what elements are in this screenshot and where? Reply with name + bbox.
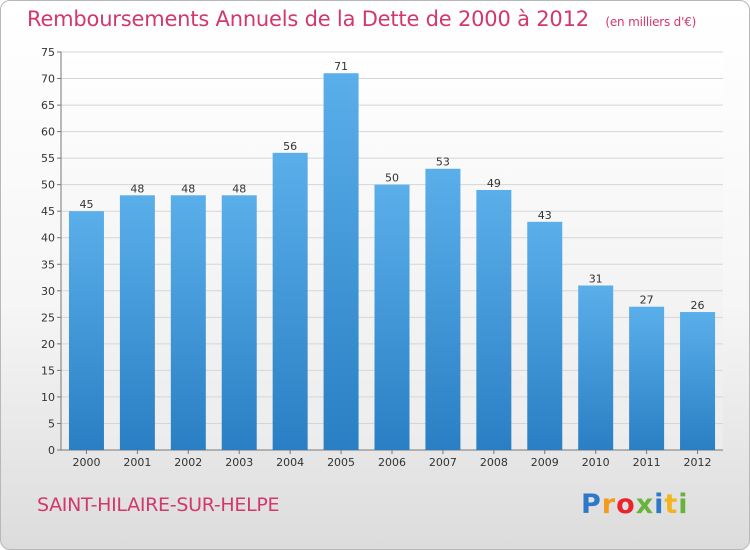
chart-title: Remboursements Annuels de la Dette de 20… bbox=[27, 7, 696, 31]
y-tick-label: 20 bbox=[41, 338, 55, 351]
proxiti-logo: Proxiti bbox=[581, 489, 689, 520]
bar-value-label: 56 bbox=[283, 140, 297, 153]
x-tick-label: 2004 bbox=[276, 456, 304, 469]
bar-value-label: 48 bbox=[181, 182, 195, 195]
y-tick-label: 15 bbox=[41, 364, 55, 377]
bar bbox=[323, 73, 359, 450]
bar-value-label: 27 bbox=[640, 294, 654, 307]
commune-name: SAINT-HILAIRE-SUR-HELPE bbox=[37, 494, 280, 516]
bar-value-label: 43 bbox=[538, 209, 552, 222]
y-tick-label: 75 bbox=[41, 46, 55, 59]
chart-subtitle: (en milliers d'€) bbox=[605, 15, 697, 29]
bar bbox=[680, 312, 716, 450]
x-tick-label: 2008 bbox=[480, 456, 508, 469]
bar bbox=[170, 195, 206, 450]
bar-value-label: 71 bbox=[334, 60, 348, 73]
y-tick-label: 40 bbox=[41, 232, 55, 245]
chart-title-text: Remboursements Annuels de la Dette de 20… bbox=[27, 7, 589, 31]
x-tick-label: 2010 bbox=[582, 456, 610, 469]
x-tick-label: 2001 bbox=[123, 456, 151, 469]
y-tick-label: 5 bbox=[48, 417, 55, 430]
bar bbox=[272, 152, 308, 450]
y-tick-label: 45 bbox=[41, 205, 55, 218]
bar-value-label: 50 bbox=[385, 172, 399, 185]
y-tick-label: 25 bbox=[41, 311, 55, 324]
x-tick-label: 2005 bbox=[327, 456, 355, 469]
bar-value-label: 49 bbox=[487, 177, 501, 190]
bar bbox=[629, 306, 665, 450]
x-tick-label: 2002 bbox=[174, 456, 202, 469]
x-tick-label: 2012 bbox=[684, 456, 712, 469]
bar bbox=[221, 195, 257, 450]
bar bbox=[527, 221, 563, 450]
bar bbox=[476, 189, 512, 450]
bar bbox=[119, 195, 155, 450]
y-tick-label: 35 bbox=[41, 258, 55, 271]
bar-value-label: 26 bbox=[691, 299, 705, 312]
bar bbox=[374, 184, 410, 450]
x-tick-label: 2000 bbox=[72, 456, 100, 469]
x-tick-label: 2007 bbox=[429, 456, 457, 469]
y-tick-label: 55 bbox=[41, 152, 55, 165]
x-tick-label: 2009 bbox=[531, 456, 559, 469]
x-tick-label: 2003 bbox=[225, 456, 253, 469]
bar bbox=[425, 168, 461, 450]
bar-value-label: 45 bbox=[79, 198, 93, 211]
bar-value-label: 48 bbox=[130, 182, 144, 195]
bar-value-label: 48 bbox=[232, 182, 246, 195]
x-tick-label: 2011 bbox=[633, 456, 661, 469]
bar-value-label: 53 bbox=[436, 156, 450, 169]
bar bbox=[578, 285, 614, 450]
y-tick-label: 60 bbox=[41, 126, 55, 139]
x-tick-label: 2006 bbox=[378, 456, 406, 469]
y-tick-label: 50 bbox=[41, 179, 55, 192]
bar-value-label: 31 bbox=[589, 272, 603, 285]
y-tick-label: 70 bbox=[41, 73, 55, 86]
y-tick-label: 30 bbox=[41, 285, 55, 298]
y-tick-label: 0 bbox=[48, 444, 55, 457]
bar-chart: 0 5 10 15 20 25 30 35 40 45 50 55 60 65 70 75 45 2000 48 20… bbox=[41, 46, 723, 469]
bar bbox=[68, 211, 104, 450]
y-tick-label: 10 bbox=[41, 391, 55, 404]
y-tick-label: 65 bbox=[41, 99, 55, 112]
